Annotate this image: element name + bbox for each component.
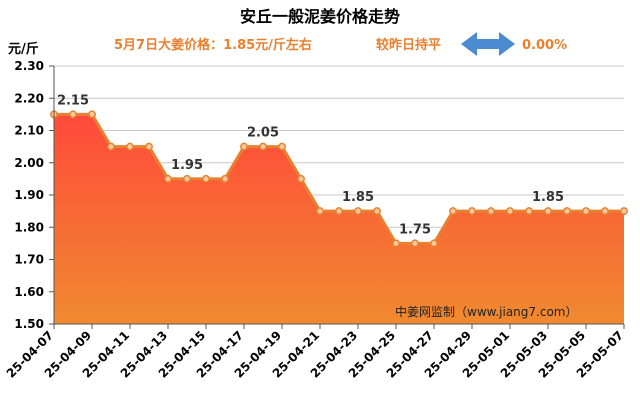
data-point <box>582 207 590 216</box>
data-point <box>506 207 514 216</box>
data-label: 2.05 <box>247 126 279 141</box>
data-point <box>316 207 324 216</box>
data-point <box>183 174 191 183</box>
chart-title: 安丘一般泥姜价格走势 <box>240 7 400 26</box>
data-point <box>430 239 438 248</box>
data-label: 1.85 <box>342 190 374 205</box>
y-tick-label: 1.50 <box>14 317 44 331</box>
data-point <box>620 207 628 216</box>
axes <box>53 66 624 325</box>
data-point <box>221 174 229 183</box>
data-points <box>50 110 628 248</box>
data-point <box>107 142 115 151</box>
data-point <box>259 142 267 151</box>
y-tick-label: 1.60 <box>14 285 44 299</box>
data-point <box>392 239 400 248</box>
double-arrow-icon <box>461 32 515 56</box>
data-point <box>468 207 476 216</box>
compare-text: 较昨日持平 <box>376 37 441 53</box>
data-point <box>297 174 305 183</box>
data-point <box>88 110 96 119</box>
y-axis-ticks: 1.50 1.60 1.70 1.80 1.90 2.00 2.10 2.20 2.30 <box>14 59 54 331</box>
data-label: 2.15 <box>57 93 89 108</box>
data-label: 1.85 <box>532 190 564 205</box>
data-point <box>449 207 457 216</box>
y-tick-label: 1.90 <box>14 188 44 202</box>
data-point <box>373 207 381 216</box>
y-tick-label: 1.70 <box>14 253 44 267</box>
y-axis-unit: 元/斤 <box>8 41 39 57</box>
data-point <box>126 142 134 151</box>
data-point <box>202 174 210 183</box>
x-axis-ticks: 25-04-0725-04-0925-04-1125-04-1325-04-15… <box>4 324 626 381</box>
data-labels: 2.15 1.95 2.05 1.85 1.75 1.85 <box>57 93 564 237</box>
watermark: 中姜网监制（www.jiang7.com） <box>395 304 577 319</box>
data-point <box>278 142 286 151</box>
data-point <box>335 207 343 216</box>
data-point <box>164 174 172 183</box>
data-label: 1.95 <box>171 158 203 173</box>
price-summary: 5月7日大姜价格：1.85元/斤左右 <box>114 37 312 53</box>
data-point <box>601 207 609 216</box>
data-point <box>525 207 533 216</box>
data-point <box>563 207 571 216</box>
price-area <box>54 114 624 324</box>
y-tick-label: 2.00 <box>14 156 44 170</box>
data-label: 1.75 <box>399 222 431 237</box>
change-percent: 0.00% <box>522 38 567 53</box>
data-point <box>69 110 77 119</box>
data-point <box>544 207 552 216</box>
data-point <box>354 207 362 216</box>
data-point <box>240 142 248 151</box>
data-point <box>487 207 495 216</box>
y-tick-label: 1.80 <box>14 220 44 234</box>
y-tick-label: 2.10 <box>14 124 44 138</box>
y-tick-label: 2.30 <box>14 59 44 73</box>
data-point <box>411 239 419 248</box>
data-point <box>145 142 153 151</box>
y-tick-label: 2.20 <box>14 91 44 105</box>
